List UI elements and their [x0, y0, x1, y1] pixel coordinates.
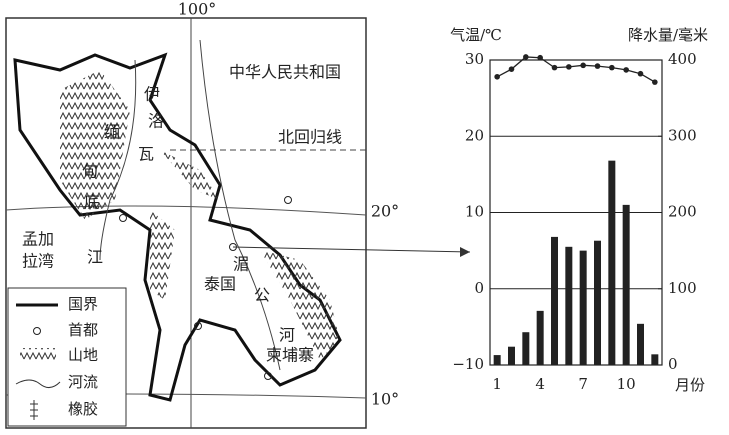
- y2-tick-label: 300: [668, 126, 697, 144]
- map-label: 孟加: [22, 230, 54, 249]
- map-label: 甸: [82, 162, 98, 181]
- map-label: 湄: [233, 255, 249, 274]
- legend-label: 橡胶: [68, 400, 98, 418]
- map: 100° 中华人民共和国 北回归线 20° 10° 伊 洛 缅 瓦 甸 底 江 …: [5, 0, 399, 429]
- x-tick-label: 10: [617, 375, 636, 393]
- pointer-arrow: [232, 246, 471, 253]
- map-label: 北回归线: [278, 128, 342, 147]
- legend-symbol: [30, 400, 38, 420]
- map-label: 江: [87, 248, 103, 267]
- plot-frame: [489, 59, 663, 366]
- x-tick-label: 4: [535, 375, 545, 393]
- temp-point: [580, 62, 586, 69]
- map-label: 河: [279, 326, 295, 345]
- precip-bar: [508, 346, 515, 365]
- arrow-head: [460, 247, 470, 257]
- map-label: 柬埔寨: [266, 346, 314, 365]
- mountain: [150, 210, 175, 300]
- map-label: 拉湾: [22, 252, 54, 271]
- y2-axis-title: 降水量/毫米: [628, 26, 708, 44]
- temp-point: [609, 64, 615, 71]
- legend-label: 河流: [68, 373, 98, 391]
- mountain: [160, 150, 220, 200]
- precip-bar: [493, 355, 501, 365]
- border: [13, 52, 342, 402]
- y-tick-label: −10: [452, 355, 484, 373]
- map-label: 瓦: [138, 145, 154, 164]
- y-tick-label: 10: [465, 203, 484, 221]
- precip-bar: [622, 204, 630, 365]
- x-axis-title: 月份: [675, 376, 705, 394]
- y-axis-title: 气温/℃: [450, 26, 502, 44]
- temp-point: [594, 63, 601, 69]
- temp-line: [496, 56, 656, 83]
- river: [199, 39, 281, 371]
- map-label: 100°: [178, 0, 217, 19]
- precip-bar: [637, 323, 644, 365]
- precip-bar: [608, 160, 616, 365]
- legend-label: 首都: [68, 321, 98, 339]
- temp-point: [523, 54, 529, 60]
- map-label: 中华人民共和国: [229, 63, 341, 82]
- temp-point: [623, 67, 629, 73]
- temp-point: [508, 66, 515, 72]
- precip-bar: [536, 310, 544, 365]
- y-tick-label: 0: [474, 279, 484, 297]
- capital: [194, 322, 202, 330]
- capital: [264, 372, 272, 380]
- y2-tick-label: 0: [668, 355, 678, 373]
- legend-symbol: [20, 348, 56, 362]
- precip-bar: [579, 250, 587, 365]
- y2-tick-label: 400: [668, 50, 697, 68]
- map-label: 洛: [148, 112, 164, 131]
- map-label: 缅: [104, 123, 120, 142]
- legend: 国界 首都 山地 河流 橡胶: [7, 287, 127, 427]
- y-tick-label: 30: [465, 50, 484, 68]
- temp-point: [494, 73, 500, 80]
- precip-bar: [651, 354, 659, 365]
- y2-tick-label: 200: [668, 203, 697, 221]
- precip-bar: [594, 240, 601, 365]
- parallel-20: [5, 205, 367, 216]
- mountain: [260, 250, 340, 360]
- map-label: 泰国: [204, 275, 236, 294]
- temp-point: [537, 54, 543, 61]
- map-label: 伊: [144, 85, 160, 104]
- legend-symbol: [33, 327, 41, 335]
- capital: [119, 214, 127, 222]
- legend-label: 山地: [68, 346, 98, 364]
- x-tick-label: 1: [492, 375, 502, 393]
- river: [99, 59, 137, 261]
- capital: [284, 196, 292, 204]
- map-label: 公: [254, 286, 270, 305]
- temp-point: [566, 64, 572, 70]
- precip-bar: [565, 246, 573, 365]
- precip-bar: [522, 332, 530, 365]
- legend-label: 国界: [68, 295, 98, 313]
- legend-symbol: [15, 379, 61, 388]
- x-tick-label: 7: [578, 375, 588, 393]
- precip-bar: [551, 236, 558, 365]
- temp-point: [637, 70, 644, 77]
- map-label: 底: [84, 193, 100, 212]
- y2-tick-label: 100: [668, 279, 697, 297]
- mountain: [60, 70, 130, 220]
- temp-point: [652, 79, 658, 85]
- map-label: 20°: [371, 202, 399, 221]
- map-label: 10°: [371, 390, 399, 409]
- y-tick-label: 20: [465, 126, 484, 144]
- temp-point: [551, 64, 558, 71]
